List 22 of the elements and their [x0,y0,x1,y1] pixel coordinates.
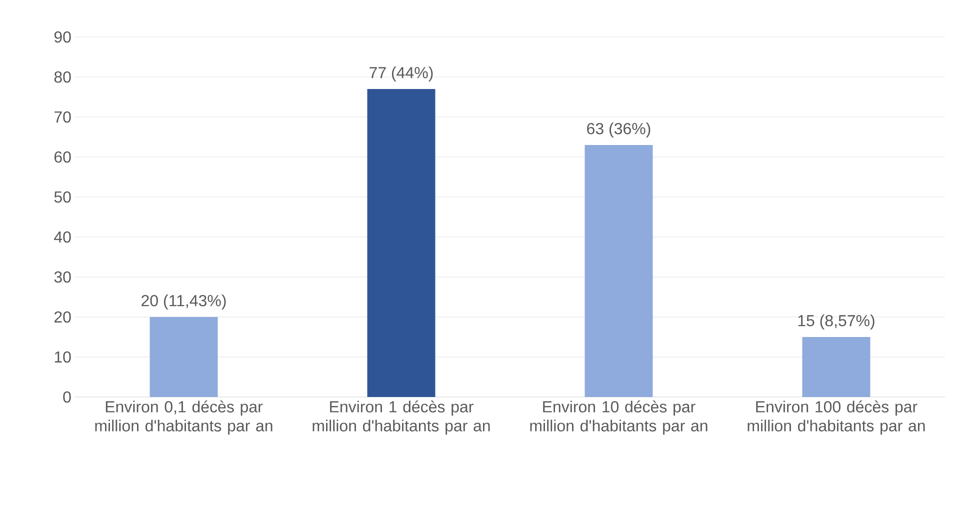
bar [150,316,218,397]
y-tick-label: 0 [63,391,71,403]
x-tick-label: Environ 100 décès par million d'habitants par an [748,400,925,435]
y-tick-label: 50 [54,191,71,203]
y-tick-label: 20 [54,311,71,323]
y-tick-label: 60 [54,151,71,163]
data-label: 15 (8,57%) [798,314,874,330]
y-tick-label: 90 [54,31,71,43]
data-label: 63 (36%) [587,122,650,138]
x-tick-label: Environ 1 décès par million d'habitants par an [312,400,490,435]
y-tick-label: 10 [54,351,71,363]
y-tick-label: 70 [54,111,71,123]
y-tick-label: 80 [54,71,71,83]
x-tick-label: Environ 0,1 décès par million d'habitants par an [95,400,272,435]
bar [584,144,653,397]
data-label: 20 (11,43%) [142,294,226,310]
data-label: 77 (44%) [370,66,433,82]
bar [367,88,436,397]
y-tick-label: 30 [54,271,71,283]
y-tick-label: 40 [54,231,71,243]
x-tick-label: Environ 10 décès par million d'habitants par an [530,400,708,435]
bar [802,336,870,397]
